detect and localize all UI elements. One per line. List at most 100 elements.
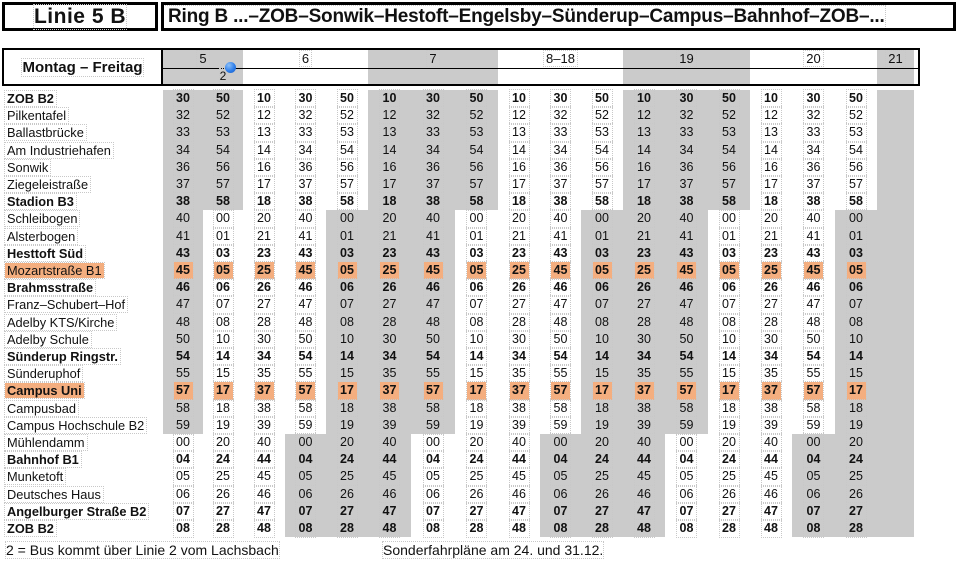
time-cell: 25 bbox=[708, 467, 750, 487]
time-cell: 27 bbox=[455, 501, 498, 522]
time-cell: 12 bbox=[243, 106, 285, 126]
time-cell: 38 bbox=[540, 192, 581, 212]
time-cell: 57 bbox=[835, 174, 877, 195]
time-cell: 18 bbox=[326, 398, 368, 418]
time-cell: 05 bbox=[326, 260, 368, 281]
timetable-row: Pilkentafel 32 52 12 32 52 12 32 52 12 32 52 12 32 52 1… bbox=[0, 106, 916, 126]
time-cell: 17 bbox=[750, 174, 792, 195]
footnote-left: 2 = Bus kommt über Linie 2 vom Lachsbach bbox=[5, 541, 280, 559]
time-cell: 37 bbox=[792, 174, 835, 195]
time-cell: 00 bbox=[411, 432, 455, 453]
time-cell: 32 bbox=[163, 106, 203, 126]
time-cell: 46 bbox=[163, 278, 203, 298]
time-cell: 44 bbox=[750, 450, 792, 470]
time-cell: 19 bbox=[835, 415, 877, 436]
time-cell: 47 bbox=[623, 501, 665, 522]
time-cell: 46 bbox=[243, 484, 285, 504]
time-cell: 28 bbox=[835, 518, 877, 539]
time-cell: 39 bbox=[623, 415, 665, 436]
time-cell: 14 bbox=[835, 346, 877, 367]
time-cell: 32 bbox=[411, 106, 455, 126]
time-cell: 16 bbox=[243, 157, 285, 178]
station-name: Alsterbogen bbox=[3, 227, 79, 245]
time-cell: 39 bbox=[243, 415, 285, 436]
time-cell: 34 bbox=[243, 346, 285, 367]
time-cell: 57 bbox=[203, 174, 243, 195]
time-cell: 50 bbox=[203, 88, 243, 109]
time-cell: 58 bbox=[455, 192, 498, 212]
time-cell: 25 bbox=[326, 467, 368, 487]
time-cell: 04 bbox=[665, 450, 708, 470]
hour-cell-21: 21 bbox=[877, 50, 914, 84]
time-cell: 41 bbox=[163, 226, 203, 246]
time-cell: 26 bbox=[581, 484, 623, 504]
time-cell: 21 bbox=[498, 226, 540, 246]
time-cell: 25 bbox=[203, 467, 243, 487]
time-cell: 47 bbox=[665, 295, 708, 315]
hour-21-strip bbox=[877, 90, 914, 537]
time-cell: 13 bbox=[243, 123, 285, 143]
time-cell: 47 bbox=[792, 295, 835, 315]
time-cell: 10 bbox=[326, 329, 368, 350]
time-cell: 57 bbox=[792, 381, 835, 401]
time-cell: 19 bbox=[455, 415, 498, 436]
time-cell: 00 bbox=[203, 209, 243, 229]
time-cell: 08 bbox=[792, 518, 835, 539]
time-cell: 03 bbox=[455, 243, 498, 264]
time-cell: 32 bbox=[665, 106, 708, 126]
time-cell: 53 bbox=[835, 123, 877, 143]
time-cell: 54 bbox=[540, 346, 581, 367]
time-cell: 28 bbox=[708, 518, 750, 539]
time-cell: 35 bbox=[368, 364, 411, 384]
time-cell: 05 bbox=[203, 260, 243, 281]
time-cell: 28 bbox=[243, 312, 285, 332]
time-cell: 38 bbox=[665, 192, 708, 212]
time-cell: 26 bbox=[750, 278, 792, 298]
time-cell: 28 bbox=[455, 518, 498, 539]
time-cell: 18 bbox=[243, 192, 285, 212]
time-cell: 05 bbox=[665, 467, 708, 487]
time-cell: 03 bbox=[708, 243, 750, 264]
time-cell: 28 bbox=[368, 312, 411, 332]
hour-cell-19: 19 bbox=[623, 50, 750, 84]
time-cell: 20 bbox=[455, 432, 498, 453]
time-cell: 08 bbox=[708, 312, 750, 332]
time-cell: 46 bbox=[665, 278, 708, 298]
time-cell: 54 bbox=[203, 140, 243, 160]
time-cell: 47 bbox=[368, 501, 411, 522]
station-name: Mühlendamm bbox=[4, 434, 88, 451]
time-cell: 20 bbox=[623, 209, 665, 229]
time-cell: 14 bbox=[455, 346, 498, 367]
time-cell: 55 bbox=[792, 364, 835, 384]
time-cell: 55 bbox=[163, 364, 203, 384]
time-cell: 17 bbox=[835, 381, 877, 401]
time-cell: 56 bbox=[203, 157, 243, 178]
time-cell: 59 bbox=[540, 415, 581, 436]
station-name: Adelby Schule bbox=[4, 330, 92, 348]
hour-subrow-divider bbox=[163, 68, 918, 69]
time-cell: 36 bbox=[540, 157, 581, 178]
time-cell: 06 bbox=[665, 484, 708, 504]
time-cell: 08 bbox=[665, 518, 708, 539]
time-cell: 08 bbox=[326, 312, 368, 332]
time-cell: 18 bbox=[203, 398, 243, 418]
time-cell: 34 bbox=[792, 140, 835, 160]
time-cell: 08 bbox=[411, 518, 455, 539]
time-cell: 06 bbox=[411, 484, 455, 504]
time-cell: 01 bbox=[326, 226, 368, 246]
time-cell: 36 bbox=[411, 157, 455, 178]
time-cell: 38 bbox=[750, 398, 792, 418]
time-cell: 46 bbox=[540, 278, 581, 298]
hour-label: 20 bbox=[803, 50, 824, 67]
timetable-row: Mühlendamm 00 20 40 00 20 40 00 20 40 00 20 40 00 20 40… bbox=[0, 432, 916, 453]
time-cell: 55 bbox=[285, 364, 326, 384]
station-name: Angelburger Straße B2 bbox=[3, 502, 150, 520]
hour-label: 21 bbox=[885, 50, 906, 67]
time-cell: 18 bbox=[368, 192, 411, 212]
time-cell: 34 bbox=[665, 140, 708, 160]
time-cell: 33 bbox=[285, 123, 326, 143]
time-cell: 00 bbox=[708, 209, 750, 229]
time-cell: 14 bbox=[498, 140, 540, 160]
time-cell: 07 bbox=[792, 501, 835, 522]
time-cell: 33 bbox=[540, 123, 581, 143]
